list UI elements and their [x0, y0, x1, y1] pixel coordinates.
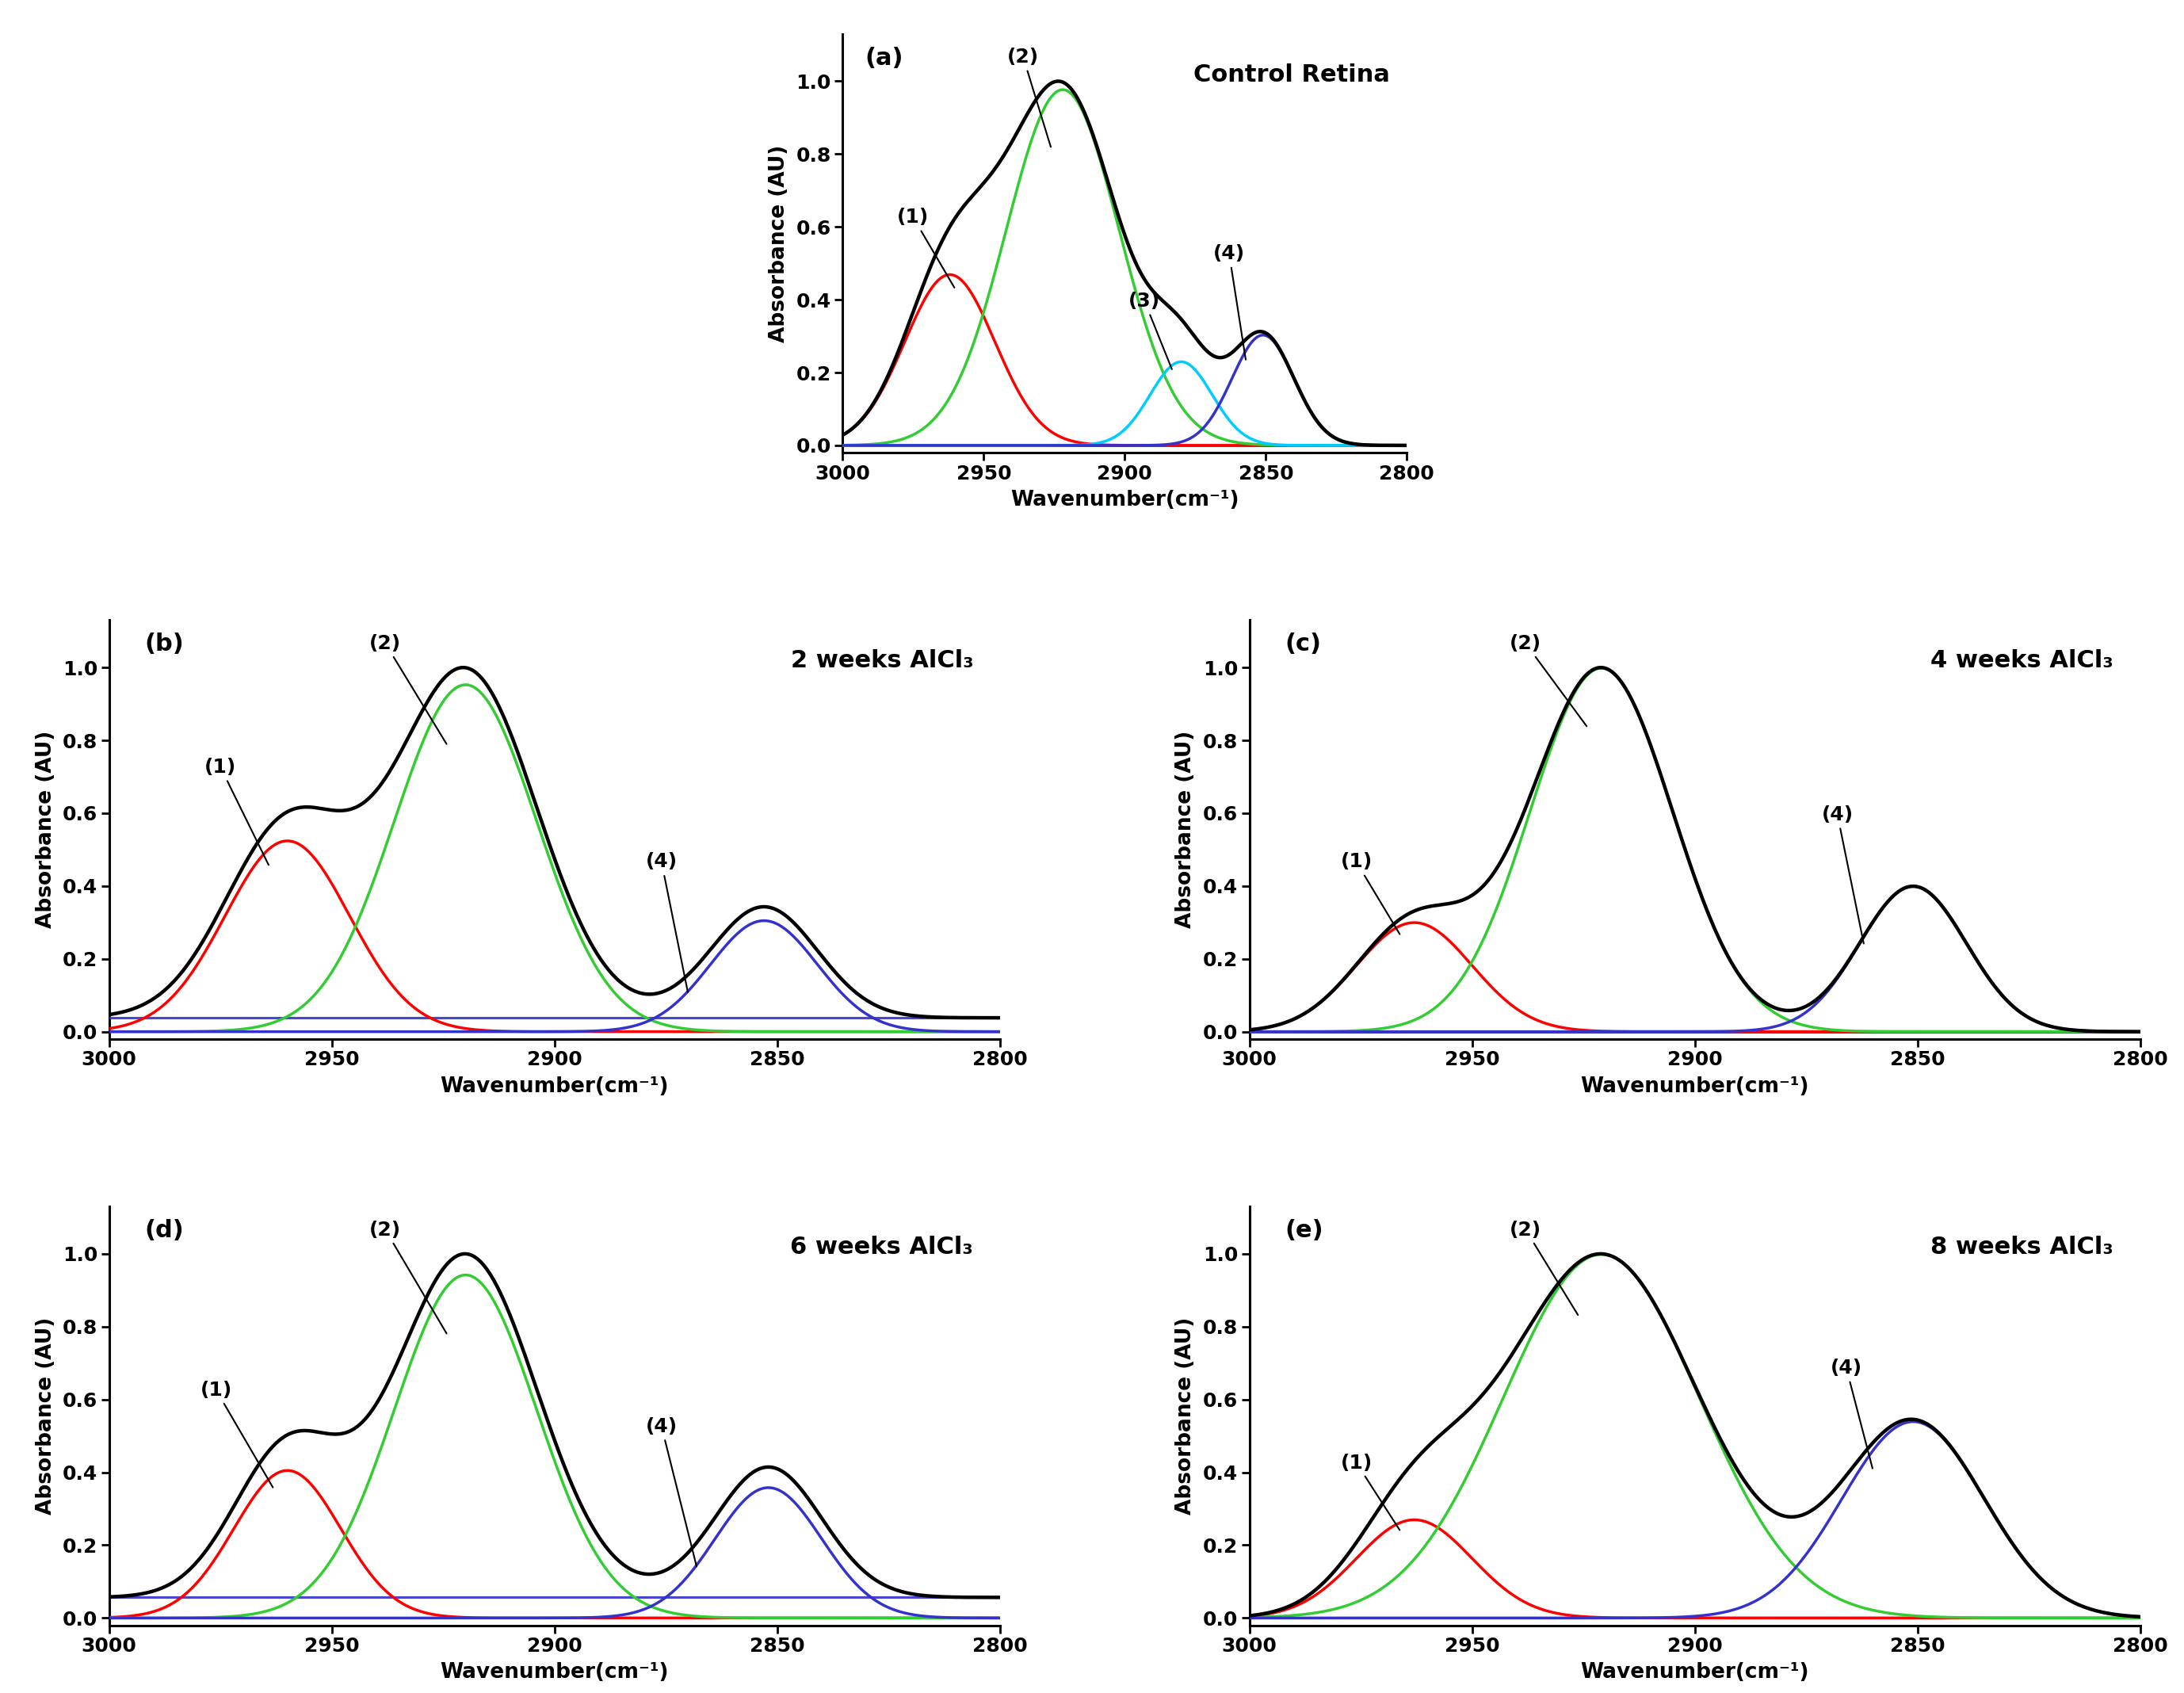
Y-axis label: Absorbance (AU): Absorbance (AU) [769, 144, 788, 342]
Text: 4 weeks AlCl₃: 4 weeks AlCl₃ [1931, 650, 2114, 672]
Text: (b): (b) [144, 633, 183, 655]
Text: (4): (4) [1214, 244, 1245, 359]
Text: (3): (3) [1129, 291, 1173, 369]
X-axis label: Wavenumber(cm⁻¹): Wavenumber(cm⁻¹) [1581, 1663, 1808, 1683]
Text: (2): (2) [369, 633, 446, 743]
Text: Control Retina: Control Retina [1192, 63, 1389, 86]
Text: (2): (2) [1509, 633, 1588, 726]
Text: (4): (4) [646, 1417, 697, 1566]
Text: 8 weeks AlCl₃: 8 weeks AlCl₃ [1931, 1236, 2114, 1260]
Y-axis label: Absorbance (AU): Absorbance (AU) [1175, 1317, 1197, 1515]
Text: (2): (2) [369, 1221, 446, 1334]
Text: (1): (1) [898, 208, 954, 288]
Text: (4): (4) [646, 853, 688, 992]
Y-axis label: Absorbance (AU): Absorbance (AU) [35, 731, 57, 928]
X-axis label: Wavenumber(cm⁻¹): Wavenumber(cm⁻¹) [1581, 1077, 1808, 1097]
Text: (1): (1) [205, 758, 269, 865]
Text: (4): (4) [1830, 1358, 1872, 1468]
X-axis label: Wavenumber(cm⁻¹): Wavenumber(cm⁻¹) [441, 1663, 668, 1683]
Text: (d): (d) [144, 1219, 183, 1243]
Text: (2): (2) [1007, 47, 1051, 147]
Text: (a): (a) [865, 46, 904, 69]
Text: (1): (1) [1341, 1453, 1400, 1530]
Y-axis label: Absorbance (AU): Absorbance (AU) [1175, 731, 1197, 928]
Text: (e): (e) [1284, 1219, 1324, 1243]
Text: 6 weeks AlCl₃: 6 weeks AlCl₃ [791, 1236, 974, 1260]
Text: (2): (2) [1509, 1221, 1577, 1315]
Text: (4): (4) [1821, 806, 1863, 943]
X-axis label: Wavenumber(cm⁻¹): Wavenumber(cm⁻¹) [1011, 489, 1238, 511]
Text: (1): (1) [1341, 853, 1400, 935]
Y-axis label: Absorbance (AU): Absorbance (AU) [35, 1317, 57, 1515]
Text: (c): (c) [1284, 633, 1321, 655]
Text: 2 weeks AlCl₃: 2 weeks AlCl₃ [791, 650, 974, 672]
Text: (1): (1) [201, 1380, 273, 1488]
X-axis label: Wavenumber(cm⁻¹): Wavenumber(cm⁻¹) [441, 1077, 668, 1097]
